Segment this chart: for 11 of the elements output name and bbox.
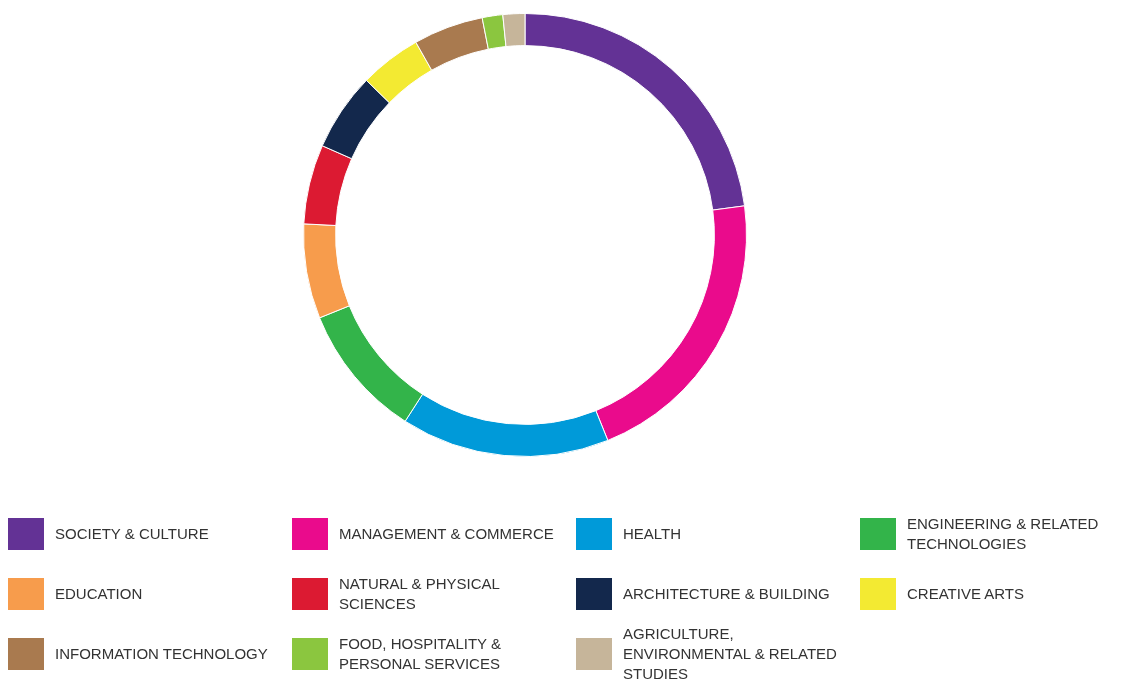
legend-label: FOOD, HOSPITALITY & PERSONAL SERVICES	[339, 634, 502, 674]
legend-label: ARCHITECTURE & BUILDING	[623, 584, 830, 604]
legend-label: SOCIETY & CULTURE	[55, 524, 209, 544]
legend-label: CREATIVE ARTS	[907, 584, 1024, 604]
legend-label: EDUCATION	[55, 584, 143, 604]
legend-label: NATURAL & PHYSICAL SCIENCES	[339, 574, 501, 614]
legend-label: MANAGEMENT & COMMERCE	[339, 524, 554, 544]
legend-label: HEALTH	[623, 524, 682, 544]
legend-label: ENGINEERING & RELATED TECHNOLOGIES	[907, 514, 1100, 554]
legend-label: AGRICULTURE, ENVIRONMENTAL & RELATED STUDIES	[623, 624, 838, 682]
legend-label: INFORMATION TECHNOLOGY	[55, 644, 268, 664]
